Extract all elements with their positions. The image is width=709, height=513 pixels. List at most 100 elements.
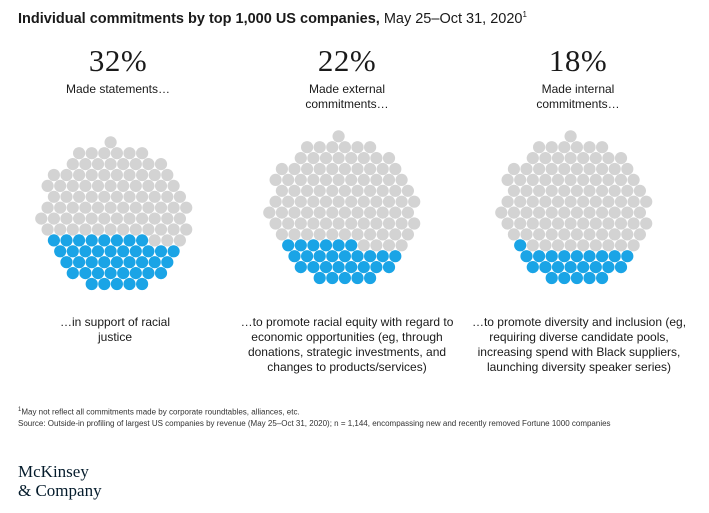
- base-dot: [129, 179, 142, 192]
- highlighted-dot: [110, 256, 123, 269]
- base-dot: [301, 162, 314, 176]
- base-dot: [570, 162, 584, 176]
- base-dot: [129, 201, 142, 214]
- base-dot: [326, 162, 339, 176]
- base-dot: [338, 184, 351, 197]
- base-dot: [326, 206, 339, 219]
- base-dot: [104, 223, 117, 236]
- base-dot: [495, 206, 508, 219]
- highlighted-dot: [351, 250, 364, 263]
- base-dot: [47, 168, 61, 182]
- base-dot: [136, 190, 149, 203]
- base-dot: [73, 190, 86, 203]
- base-dot: [326, 141, 339, 154]
- base-dot: [614, 195, 628, 208]
- base-dot: [596, 228, 609, 241]
- base-dot: [526, 195, 539, 208]
- base-dot: [345, 173, 358, 186]
- highlighted-dot: [307, 239, 320, 252]
- base-dot: [564, 152, 577, 165]
- base-dot: [551, 239, 565, 252]
- highlighted-dot: [85, 256, 98, 269]
- base-dot: [539, 195, 552, 208]
- base-dot: [507, 206, 520, 219]
- base-dot: [514, 217, 527, 230]
- base-dot: [47, 190, 61, 203]
- base-dot: [60, 168, 73, 182]
- base-dot: [123, 168, 136, 182]
- panel-internal: 18% Made internal commitments…: [463, 44, 693, 112]
- highlighted-dot: [98, 277, 111, 291]
- base-dot: [269, 217, 282, 230]
- base-dot: [79, 158, 92, 171]
- base-dot: [173, 212, 186, 225]
- footnotes: 1May not reflect all commitments made by…: [18, 405, 638, 429]
- base-dot: [301, 184, 314, 197]
- base-dot: [60, 190, 73, 203]
- base-dot: [501, 173, 514, 186]
- base-dot: [142, 223, 155, 236]
- base-dot: [313, 206, 326, 219]
- base-dot: [570, 141, 584, 154]
- base-dot: [54, 201, 67, 214]
- highlighted-dot: [389, 250, 402, 263]
- base-dot: [602, 152, 615, 165]
- base-dot: [123, 147, 136, 160]
- base-dot: [85, 190, 98, 203]
- highlighted-dot: [583, 250, 596, 263]
- base-dot: [123, 212, 136, 225]
- base-dot: [79, 223, 92, 236]
- base-dot: [73, 147, 86, 160]
- base-dot: [376, 184, 389, 197]
- base-dot: [558, 228, 571, 241]
- highlighted-dot: [73, 256, 86, 269]
- base-dot: [364, 162, 377, 176]
- base-dot: [640, 195, 653, 208]
- base-dot: [91, 201, 105, 214]
- base-dot: [596, 184, 609, 197]
- highlighted-dot: [376, 250, 389, 263]
- base-dot: [313, 141, 326, 154]
- base-dot: [357, 173, 370, 186]
- base-dot: [129, 223, 142, 236]
- base-dot: [173, 190, 186, 203]
- base-dot: [66, 179, 79, 192]
- highlighted-dot: [301, 250, 314, 263]
- base-dot: [633, 228, 647, 241]
- base-dot: [85, 147, 98, 160]
- base-dot: [345, 217, 358, 230]
- subtitle-external: Made external commitments…: [305, 82, 389, 111]
- base-dot: [558, 206, 571, 219]
- highlighted-dot: [514, 239, 527, 252]
- base-dot: [148, 168, 161, 182]
- footnote-1-marker: 1: [18, 407, 22, 413]
- base-dot: [319, 152, 333, 165]
- highlighted-dot: [110, 234, 123, 247]
- base-dot: [338, 141, 351, 154]
- base-dot: [117, 158, 130, 171]
- highlighted-dot: [313, 250, 326, 263]
- highlighted-dot: [313, 271, 326, 285]
- base-dot: [345, 195, 358, 208]
- base-dot: [545, 141, 558, 154]
- highlighted-dot: [85, 234, 98, 247]
- base-dot: [596, 162, 609, 176]
- caption-external: …to promote racial equity with regard to…: [240, 315, 454, 374]
- base-dot: [288, 162, 301, 176]
- base-dot: [602, 239, 615, 252]
- base-dot: [596, 141, 609, 154]
- highlighted-dot: [136, 277, 149, 291]
- highlighted-dot: [154, 267, 168, 280]
- base-dot: [288, 184, 301, 197]
- highlighted-dot: [621, 250, 634, 263]
- highlighted-dot: [129, 245, 142, 258]
- base-dot: [583, 206, 596, 219]
- base-dot: [520, 162, 533, 176]
- highlighted-dot: [520, 250, 533, 263]
- highlighted-dot: [136, 256, 149, 269]
- base-dot: [104, 158, 117, 171]
- base-dot: [104, 136, 117, 149]
- base-dot: [520, 184, 533, 197]
- base-dot: [614, 173, 628, 186]
- highlighted-dot: [142, 267, 155, 280]
